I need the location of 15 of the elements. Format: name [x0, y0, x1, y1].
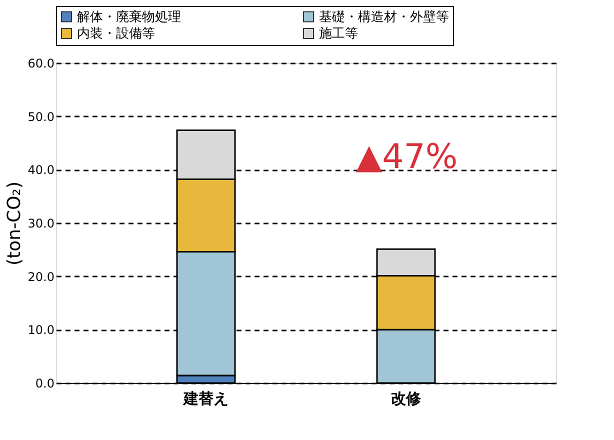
annotation: ▲47%: [356, 137, 458, 177]
y-tick-label: 30.0: [28, 216, 54, 230]
legend-label: 施工等: [319, 26, 358, 42]
legend-label: 基礎・構造材・外壁等: [319, 10, 449, 25]
x-tick-label: 建替え: [182, 390, 228, 408]
x-tick-label: 改修: [391, 390, 422, 408]
y-tick-label: 50.0: [28, 110, 54, 124]
y-tick-label: 20.0: [28, 270, 54, 284]
legend-label: 解体・廃棄物処理: [77, 8, 181, 25]
y-tick-label: 40.0: [28, 163, 54, 178]
y-tick-label: 0.0: [35, 376, 54, 390]
legend-label: 内装・設備等: [77, 26, 155, 42]
y-tick-label: 60.0: [28, 56, 54, 70]
y-axis-title: (ton-CO₂): [4, 182, 25, 266]
y-tick-label: 10.0: [28, 323, 54, 338]
